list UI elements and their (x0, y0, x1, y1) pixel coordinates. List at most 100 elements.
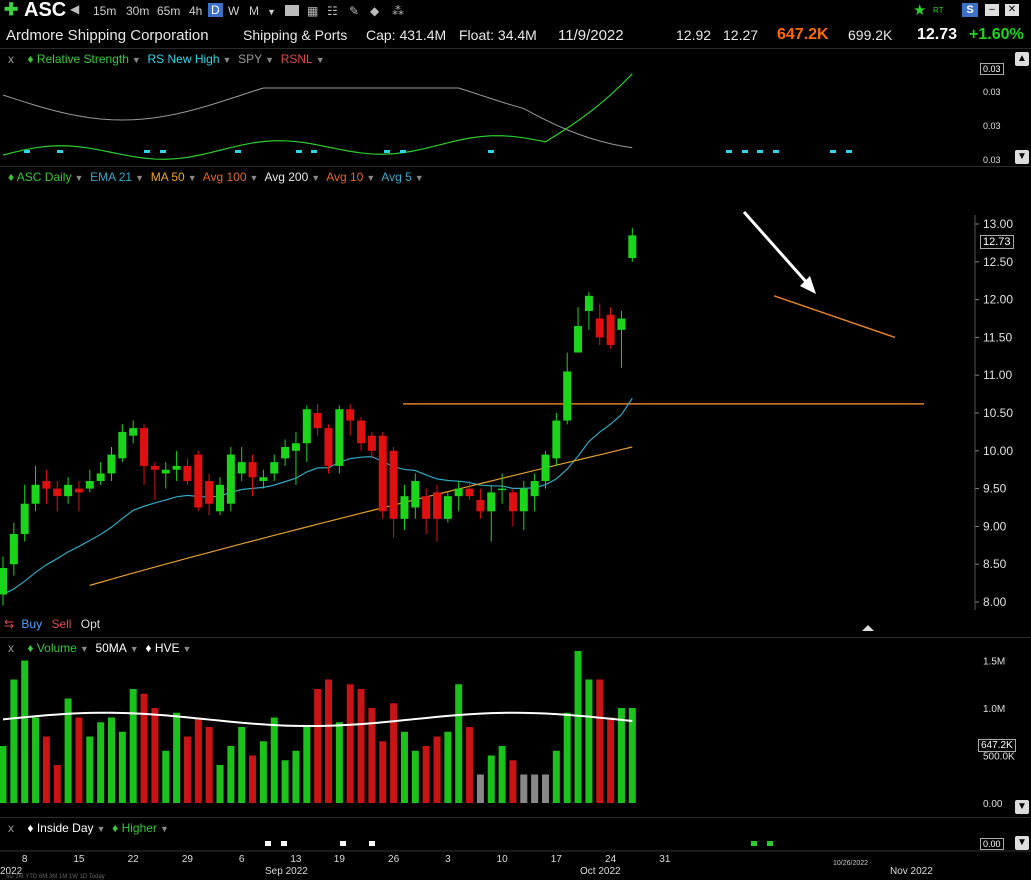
checklist-icon[interactable]: ☷ (327, 4, 338, 18)
star-icon[interactable]: ★ (913, 2, 927, 19)
legend-item[interactable]: ♦ Higher ▼ (112, 821, 169, 835)
legend-item[interactable]: RS New High ▼ (147, 52, 232, 66)
legend-item[interactable]: ♦ Volume ▼ (27, 641, 89, 655)
x-month-label: Oct 2022 (580, 866, 621, 877)
candle-body (530, 481, 539, 497)
chart-type-icon[interactable] (285, 5, 299, 16)
interval-m[interactable]: M (249, 4, 259, 18)
ma50-line (89, 446, 633, 586)
date: 11/9/2022 (558, 27, 624, 44)
x-tick-label: 15 (73, 854, 85, 865)
inside-day-marker (340, 841, 346, 846)
volume-bar (607, 717, 615, 803)
interval-30m[interactable]: 30m (126, 4, 150, 18)
trade-buttons: ⇆ Buy Sell Opt (4, 617, 100, 631)
scroll-down-icon[interactable]: ▼ (1015, 800, 1029, 814)
legend-item[interactable]: ♦ HVE ▼ (145, 641, 192, 655)
ticker-symbol[interactable]: ASC (24, 0, 67, 21)
legend-item[interactable]: EMA 21 ▼ (90, 170, 145, 184)
legend-item[interactable]: Avg 100 ▼ (202, 170, 259, 184)
candle-body (302, 409, 311, 444)
scroll-down-icon[interactable]: ▼ (1015, 150, 1029, 164)
collapse-icon (862, 625, 874, 631)
share-icon[interactable]: ⁂ (392, 4, 404, 18)
legend-item[interactable]: MA 50 ▼ (150, 170, 197, 184)
legend-item[interactable]: ♦ Relative Strength ▼ (27, 52, 141, 66)
grid-icon[interactable]: ▦ (307, 4, 319, 18)
sell-button[interactable]: Sell (51, 617, 72, 631)
volume-tick-label: 1.5M (983, 657, 1005, 668)
close-icon[interactable]: ✕ (1005, 4, 1019, 16)
volume-bar (520, 774, 528, 803)
legend-item[interactable]: Avg 200 ▼ (264, 170, 321, 184)
rs-new-high-marker (773, 150, 779, 153)
candle-body (552, 420, 561, 459)
scroll-up-icon[interactable]: ▲ (1015, 52, 1029, 66)
volume-tick-label: 500.0K (983, 752, 1015, 763)
x-tick-label: 31 (659, 854, 671, 865)
volume-bar (357, 689, 365, 803)
candle-body (0, 567, 7, 595)
candle-body (422, 496, 431, 519)
toolbar: ✚ ASC ◀ 15m 30m 65m 4h D W M ▼ ▦ ☷ ✎ ◆ ⁂… (0, 0, 1031, 24)
candle-body (129, 428, 138, 436)
range-buttons[interactable]: 5D 1M YTD 6M 3M 1M 1W 1D Today (6, 874, 105, 880)
higher-marker (767, 841, 773, 846)
legend-item[interactable]: SPY ▼ (238, 52, 275, 66)
volume-bar (531, 774, 539, 803)
pencil-icon[interactable]: ✎ (349, 4, 360, 18)
rs-legend: x ♦ Relative Strength ▼ RS New High ▼ SPY ▼… (8, 52, 325, 66)
annotation-arrowhead (800, 276, 816, 294)
ema21-line (2, 397, 633, 595)
volume-bar (368, 708, 376, 803)
volume-bar (53, 765, 61, 803)
candle-body (519, 488, 528, 512)
buy-button[interactable]: Buy (21, 617, 43, 631)
legend-item[interactable]: ♦ ASC Daily ▼ (8, 170, 84, 184)
interval-65m[interactable]: 65m (157, 4, 181, 18)
scroll-down-icon[interactable]: ▼ (1015, 836, 1029, 850)
x-tick-label: 10 (497, 854, 509, 865)
close-icon[interactable]: x (8, 821, 14, 835)
y-tick-label: 13.00 (983, 217, 1013, 231)
rs-new-high-marker (384, 150, 390, 153)
volume-bar (162, 750, 170, 803)
higher-marker (751, 841, 757, 846)
legend-item[interactable]: 50MA ▼ (95, 641, 139, 655)
x-tick-label: 3 (445, 854, 451, 865)
interval-w[interactable]: W (228, 4, 240, 18)
volume-bar (400, 731, 408, 803)
candle-body (324, 428, 333, 466)
minimize-icon[interactable]: – (985, 4, 999, 16)
s-icon[interactable]: S (962, 3, 978, 17)
close-icon[interactable]: x (8, 52, 14, 66)
interval-d[interactable]: D (208, 3, 223, 17)
volume-bar (411, 750, 419, 803)
volume-bar (129, 689, 137, 803)
legend-item[interactable]: Avg 5 ▼ (381, 170, 424, 184)
rs-new-high-marker (400, 150, 406, 153)
close-icon[interactable]: x (8, 641, 14, 655)
interval-15m[interactable]: 15m (93, 4, 117, 18)
legend-item[interactable]: RSNL ▼ (280, 52, 325, 66)
chevron-down-icon[interactable]: ▼ (267, 7, 276, 17)
candle-body (31, 484, 40, 504)
speaker-icon[interactable]: ◀ (70, 2, 80, 16)
volume-bar (183, 736, 191, 803)
opt-button[interactable]: Opt (80, 617, 101, 631)
add-icon[interactable]: ✚ (4, 0, 19, 19)
y-tick-label: 12.00 (983, 293, 1013, 307)
legend-item[interactable]: Avg 10 ▼ (326, 170, 376, 184)
rs-new-high-marker (24, 150, 30, 153)
volume-bar (270, 717, 278, 803)
tag-icon[interactable]: ◆ (370, 4, 380, 18)
legend-item[interactable]: ♦ Inside Day ▼ (27, 821, 106, 835)
interval-4h[interactable]: 4h (189, 4, 203, 18)
rt-icon[interactable]: RT (933, 6, 944, 15)
volume-bar (509, 760, 517, 803)
volume-bar (422, 746, 430, 803)
trade-icon[interactable]: ⇆ (4, 617, 15, 631)
volume-bar (585, 679, 593, 803)
spy-line (2, 87, 633, 149)
